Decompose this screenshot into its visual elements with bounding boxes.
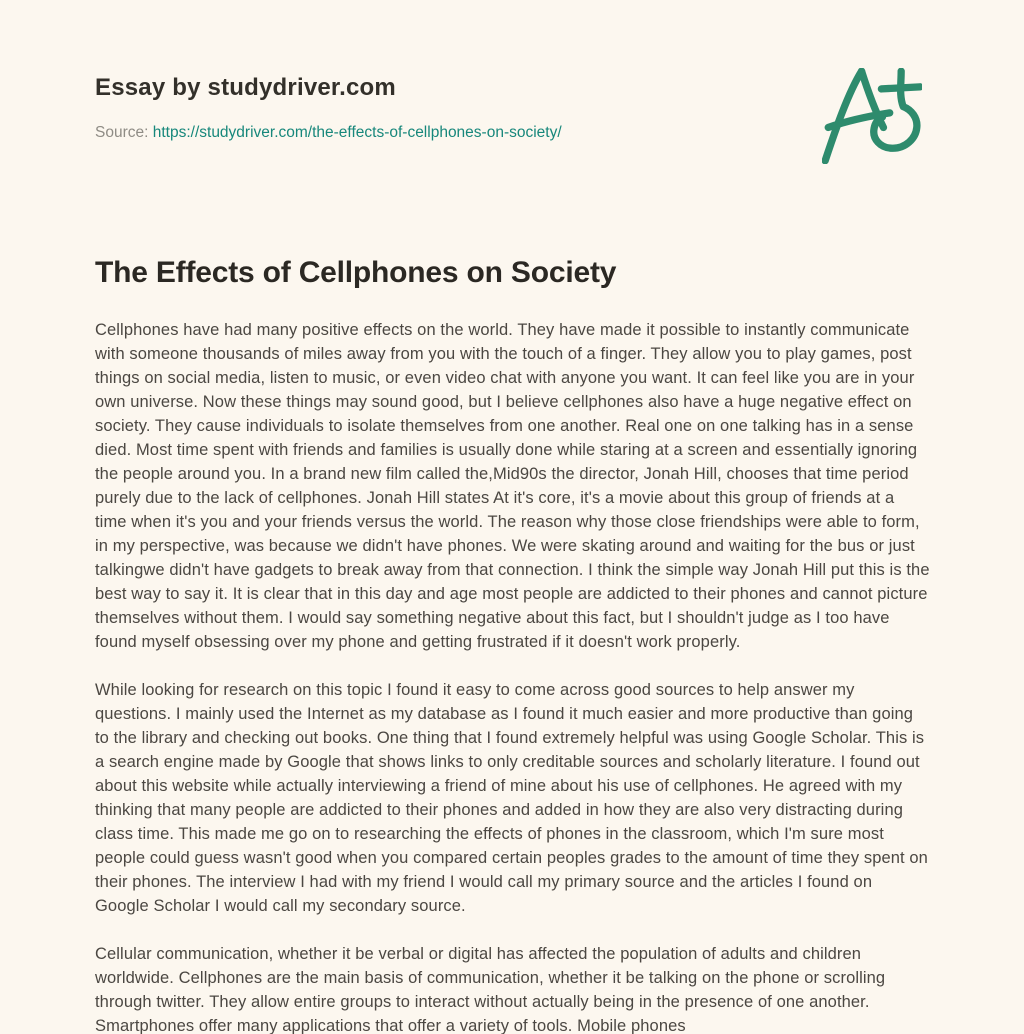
studydriver-a-plus-logo-icon (821, 67, 924, 165)
page-header: Essay by studydriver.com Source: https:/… (95, 74, 815, 142)
source-label: Source: (95, 124, 149, 141)
essay-article: The Effects of Cellphones on Society Cel… (95, 256, 930, 1034)
source-url-link[interactable]: https://studydriver.com/the-effects-of-c… (152, 124, 562, 141)
site-title: Essay by studydriver.com (95, 74, 396, 101)
source-line: Source: https://studydriver.com/the-effe… (95, 124, 815, 142)
essay-paragraph-1: Cellphones have had many positive effect… (95, 321, 930, 651)
essay-title: The Effects of Cellphones on Society (95, 256, 617, 289)
essay-paragraph-3: Cellular communication, whether it be ve… (95, 945, 886, 1034)
essay-paragraph-2: While looking for research on this topic… (95, 681, 928, 915)
